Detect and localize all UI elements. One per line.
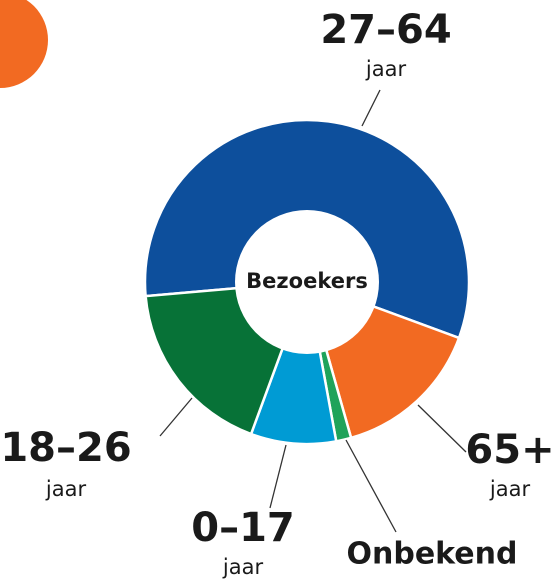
category-label: 27–64 bbox=[320, 7, 451, 53]
labels: 27–64 jaar 65+ jaar Onbekend 0–17 jaar 18–26 jaa… bbox=[0, 7, 553, 579]
unit-label: jaar bbox=[222, 555, 264, 579]
category-label: 18–26 bbox=[0, 425, 131, 471]
decor-circle bbox=[0, 0, 48, 88]
center-label: Bezoekers bbox=[246, 269, 368, 293]
leader-line bbox=[345, 439, 397, 533]
unit-label: jaar bbox=[489, 477, 531, 501]
donut-hole bbox=[235, 210, 379, 354]
category-label: Onbekend bbox=[346, 537, 517, 572]
category-label: 65+ bbox=[465, 427, 553, 473]
leader-line bbox=[269, 444, 287, 509]
leader-line bbox=[361, 89, 381, 127]
leader-line bbox=[417, 404, 467, 453]
leader-line bbox=[159, 397, 193, 437]
category-label: 0–17 bbox=[191, 505, 295, 551]
unit-label: jaar bbox=[365, 57, 407, 81]
unit-label: jaar bbox=[45, 477, 87, 501]
